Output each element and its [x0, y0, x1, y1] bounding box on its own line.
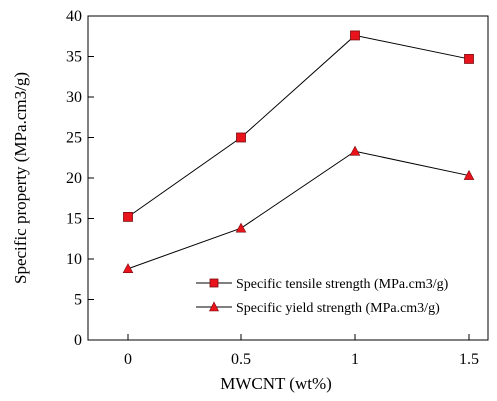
x-axis-ticks: 0 0.5 1 1.5 — [124, 334, 479, 368]
x-tick-label: 0.5 — [231, 351, 251, 368]
y-tick-label: 20 — [66, 170, 82, 187]
series-layer — [122, 30, 475, 274]
y-tick-label: 25 — [66, 130, 82, 147]
y-axis-title: Specific property (MPa.cm3/g) — [11, 72, 30, 284]
data-point-yield — [349, 145, 361, 156]
series-line-tensile — [127, 34, 470, 218]
x-tick-label: 1 — [351, 351, 359, 368]
y-tick-label: 40 — [66, 8, 82, 25]
data-point-tensile — [236, 132, 246, 143]
x-axis-title: MWCNT (wt%) — [220, 374, 332, 393]
legend: Specific tensile strength (MPa.cm3/g) Sp… — [196, 277, 449, 316]
data-point-tensile — [464, 54, 474, 64]
y-tick-label: 15 — [66, 211, 82, 228]
y-tick-label: 35 — [66, 49, 82, 66]
legend-label-tensile: Specific tensile strength (MPa.cm3/g) — [236, 277, 449, 292]
legend-label-yield: Specific yield strength (MPa.cm3/g) — [236, 301, 440, 316]
x-tick-label: 0 — [124, 351, 132, 368]
data-point-tensile — [123, 211, 133, 222]
series-line-yield — [127, 150, 470, 270]
y-tick-label: 30 — [66, 89, 82, 106]
y-tick-label: 5 — [74, 292, 82, 309]
data-point-yield — [122, 263, 134, 274]
legend-marker-yield — [209, 301, 219, 312]
y-tick-label: 10 — [66, 251, 82, 268]
y-tick-label: 0 — [74, 332, 82, 349]
y-axis-ticks: 0 5 10 15 20 25 30 35 40 — [66, 8, 94, 349]
data-point-yield — [463, 169, 475, 180]
data-point-tensile — [350, 30, 360, 41]
x-tick-label: 1.5 — [459, 351, 479, 368]
data-point-yield — [235, 222, 247, 233]
legend-marker-tensile — [209, 278, 219, 288]
